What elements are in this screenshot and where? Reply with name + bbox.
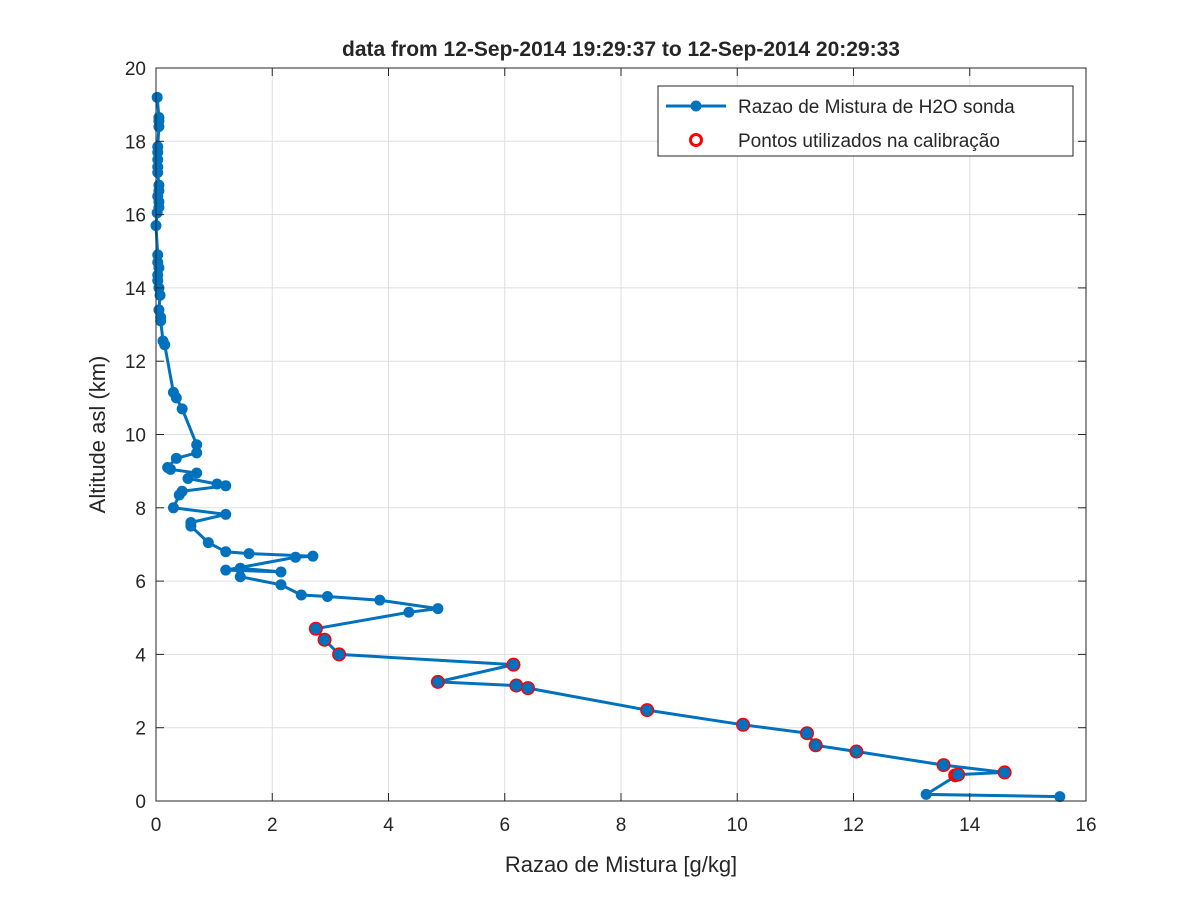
sonda-point	[220, 480, 232, 492]
sonda-point	[307, 550, 319, 562]
sonda-point	[151, 91, 163, 103]
sonda-point	[737, 719, 749, 731]
sonda-point	[220, 546, 232, 558]
x-tick-label: 14	[959, 815, 981, 836]
sonda-point	[920, 788, 932, 800]
x-tick-label: 2	[267, 815, 278, 836]
legend-label-sonda: Razao de Mistura de H2O sonda	[738, 97, 1015, 118]
sonda-point	[999, 766, 1011, 778]
sonda-point	[211, 478, 223, 490]
sonda-point	[510, 680, 522, 692]
sonda-point	[167, 386, 179, 398]
x-tick-label: 6	[499, 815, 510, 836]
sonda-point	[938, 759, 950, 771]
y-tick-label: 4	[135, 645, 146, 666]
sonda-point	[191, 439, 203, 451]
sonda-point	[153, 179, 165, 191]
sonda-point	[220, 508, 232, 520]
y-tick-label: 16	[125, 206, 146, 227]
legend-marker-calibracao	[689, 133, 703, 147]
sonda-point	[176, 485, 188, 497]
sonda-point	[185, 516, 197, 528]
sonda-point	[850, 746, 862, 758]
x-tick-label: 16	[1075, 815, 1096, 836]
x-tick-label: 8	[616, 815, 627, 836]
sonda-point	[1054, 791, 1066, 803]
sonda-point	[321, 590, 333, 602]
y-tick-label: 14	[125, 279, 147, 300]
x-axis-label: Razao de Mistura [g/kg]	[505, 852, 737, 877]
y-tick-label: 6	[135, 572, 146, 593]
sonda-point	[333, 648, 345, 660]
sonda-point	[152, 249, 164, 261]
x-tick-label: 12	[843, 815, 864, 836]
sonda-point	[220, 564, 232, 576]
x-tick-label: 0	[151, 815, 162, 836]
sonda-point	[295, 589, 307, 601]
y-tick-label: 20	[125, 59, 146, 80]
sonda-point	[275, 566, 287, 578]
y-tick-label: 8	[135, 499, 146, 520]
sonda-point	[191, 467, 203, 479]
sonda-point	[243, 548, 255, 560]
sonda-point	[157, 335, 169, 347]
sonda-point	[176, 403, 188, 415]
y-tick-label: 10	[125, 426, 146, 447]
sonda-point	[319, 634, 331, 646]
x-tick-label: 10	[727, 815, 748, 836]
sonda-point	[310, 623, 322, 635]
sonda-point	[162, 461, 174, 473]
chart-title: data from 12-Sep-2014 19:29:37 to 12-Sep…	[342, 38, 900, 61]
sonda-point	[182, 472, 194, 484]
sonda-point	[403, 606, 415, 618]
sonda-point	[290, 551, 301, 563]
sonda-point	[153, 304, 165, 316]
sonda-point	[801, 727, 813, 739]
y-tick-label: 18	[125, 132, 146, 153]
sonda-point	[234, 562, 246, 574]
sonda-point	[167, 502, 179, 514]
x-tick-label: 4	[383, 815, 394, 836]
sonda-point	[153, 111, 165, 123]
legend-label-calibracao: Pontos utilizados na calibração	[738, 131, 1000, 152]
sonda-point	[952, 769, 964, 781]
sonda-point	[234, 571, 246, 583]
sonda-point	[432, 603, 444, 615]
sonda-point	[152, 141, 164, 153]
sonda-point	[202, 537, 214, 549]
sonda-point	[275, 579, 287, 591]
sonda-point	[170, 452, 182, 464]
legend: Razao de Mistura de H2O sonda Pontos uti…	[657, 85, 1074, 157]
sonda-point	[641, 704, 653, 716]
sonda-point	[374, 594, 386, 606]
sonda-point	[191, 447, 203, 459]
legend-marker-sonda	[690, 100, 702, 112]
legend-box	[657, 85, 1074, 157]
y-tick-label: 12	[125, 352, 146, 373]
y-axis-label: Altitude asl (km)	[85, 356, 110, 514]
y-tick-label: 2	[135, 719, 146, 740]
ticks: 0 2 4 6 8 10 12 14 16 0 2 4 6 8 10 12 14 16 18 20	[125, 59, 1097, 836]
sonda-point	[522, 682, 534, 694]
sonda-point	[432, 676, 444, 688]
sonda-point	[810, 739, 822, 751]
sonda-point	[507, 659, 519, 671]
y-tick-label: 0	[135, 792, 146, 813]
